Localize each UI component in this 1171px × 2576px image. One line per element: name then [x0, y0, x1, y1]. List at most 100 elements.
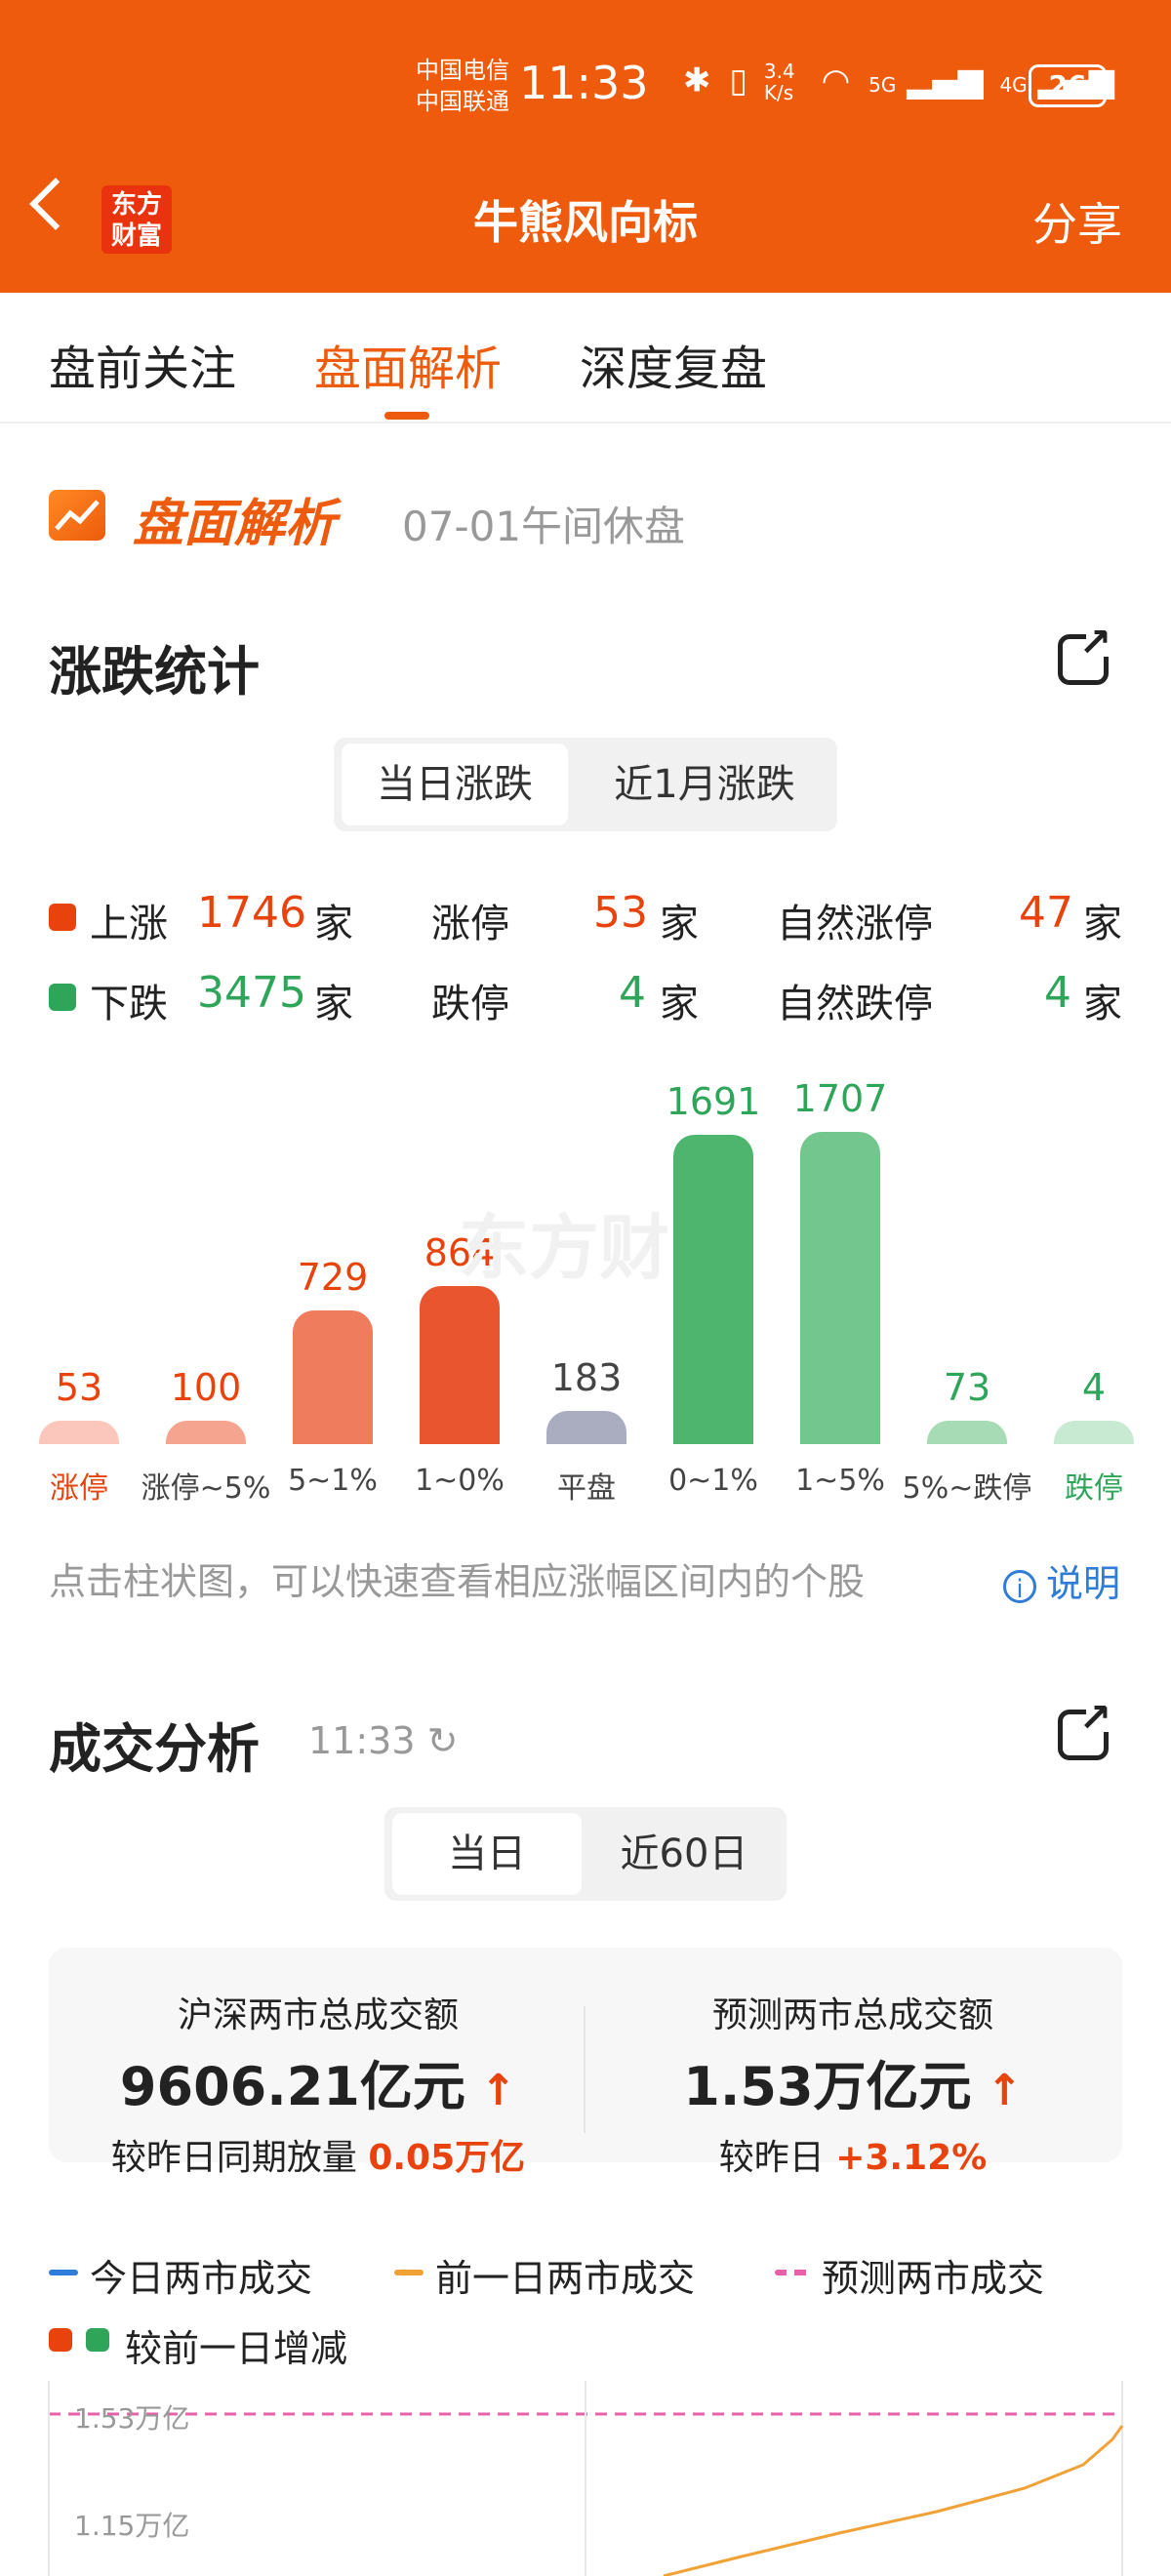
bar-4[interactable]: [546, 1410, 626, 1444]
status-time: 11:33: [519, 57, 649, 109]
legend-green-square: [86, 2328, 109, 2352]
net-speed: 3.4 K/s: [763, 60, 795, 104]
bar-category-6: 1~5%: [795, 1464, 885, 1498]
forecast-volume-sub-value: +3.12%: [835, 2138, 988, 2178]
total-volume-sub: 较昨日同期放量 0.05万亿: [55, 2129, 582, 2180]
limit-up-count: 53: [593, 888, 648, 938]
info-icon: i: [1002, 1569, 1036, 1604]
carrier-1: 中国电信: [416, 57, 509, 84]
tab-indicator: [384, 412, 429, 420]
bar-0[interactable]: [39, 1421, 119, 1444]
forecast-volume-sub-label: 较昨日: [718, 2138, 825, 2178]
bar-value-0: 53: [55, 1366, 103, 1409]
net-4g: 4G: [999, 72, 1028, 97]
bar-value-8: 4: [1081, 1366, 1107, 1409]
fall-count: 3475: [197, 968, 306, 1018]
bar-7[interactable]: [927, 1421, 1007, 1444]
bar-value-7: 73: [943, 1366, 991, 1409]
limit-down-label: 跌停: [431, 982, 509, 1026]
limit-down-unit: 家: [660, 982, 699, 1026]
bar-8[interactable]: [1054, 1421, 1134, 1444]
seg-day[interactable]: 当日: [392, 1813, 582, 1895]
up-arrow-icon-2: ↑: [971, 2066, 1023, 2115]
legend-prev-line: [394, 2270, 424, 2275]
legend-forecast-line: [775, 2270, 808, 2275]
explain-button[interactable]: i 说明: [1002, 1553, 1120, 1607]
bar-5[interactable]: [673, 1134, 753, 1444]
natural-limit-down-count: 4: [1044, 968, 1071, 1018]
bar-value-3: 864: [424, 1231, 496, 1275]
bar-1[interactable]: [166, 1421, 246, 1444]
refresh-icon[interactable]: ↻: [426, 1719, 459, 1762]
net-5g: 5G: [868, 72, 897, 97]
volume-box: [49, 1948, 1122, 2162]
forecast-volume-sub: 较昨日 +3.12%: [589, 2129, 1116, 2180]
bar-category-5: 0~1%: [668, 1464, 758, 1498]
tab-analysis[interactable]: 盘面解析: [314, 342, 503, 396]
bar-6[interactable]: [800, 1132, 880, 1444]
volume-time-text: 11:33: [308, 1719, 416, 1762]
battery-icon: 26: [1029, 64, 1113, 107]
bar-value-6: 1707: [792, 1077, 888, 1120]
tab-bar: [0, 293, 1171, 423]
rise-fall-title: 涨跌统计: [49, 641, 260, 703]
seg-today[interactable]: 当日涨跌: [342, 744, 568, 825]
bar-value-4: 183: [550, 1355, 623, 1399]
volume-line-chart[interactable]: 1.53万亿 1.15万亿: [39, 2381, 1132, 2576]
bar-category-2: 5~1%: [288, 1464, 378, 1498]
explain-label: 说明: [1045, 1562, 1120, 1605]
section-brand: 盘面解析: [133, 495, 337, 553]
app-logo-text: 东方财富: [110, 190, 162, 251]
legend-forecast: 预测两市成交: [822, 2257, 1045, 2300]
external-link-icon[interactable]: [1058, 622, 1111, 685]
forecast-volume-value: 1.53万亿元 ↑: [589, 2043, 1116, 2120]
up-arrow-icon: ↑: [464, 2066, 517, 2115]
external-link-icon-2[interactable]: [1058, 1697, 1111, 1760]
volume-divider: [584, 2006, 586, 2133]
bar-category-0: 涨停: [50, 1471, 108, 1506]
seg-60day[interactable]: 近60日: [620, 1831, 748, 1876]
natural-limit-up-count: 47: [1019, 888, 1073, 938]
total-volume-sub-value: 0.05万亿: [368, 2138, 526, 2178]
watermark: 东方财: [459, 1207, 670, 1289]
total-volume-value: 9606.21亿元 ↑: [55, 2043, 582, 2120]
forecast-volume-title: 预测两市总成交额: [711, 1995, 993, 2035]
bar-category-1: 涨停~5%: [141, 1471, 271, 1506]
natural-limit-down-unit: 家: [1083, 982, 1122, 1026]
rise-count: 1746: [197, 888, 306, 938]
fall-dot: [49, 984, 76, 1011]
chart-hint: 点击柱状图，可以快速查看相应涨幅区间内的个股: [49, 1560, 866, 1603]
legend-red-square: [49, 2328, 72, 2352]
rise-unit: 家: [314, 902, 353, 946]
ytick-2: 1.15万亿: [74, 2510, 189, 2542]
tab-premarket[interactable]: 盘前关注: [49, 342, 237, 396]
fall-unit: 家: [314, 982, 353, 1026]
share-button[interactable]: 分享: [1032, 198, 1122, 251]
limit-up-unit: 家: [660, 902, 699, 946]
status-icons: ✱ ▯ 3.4 K/s ◠ 5G ▂▄▆ 4G ▂▄▆: [683, 60, 1114, 103]
total-volume-sub-label: 较昨日同期放量: [110, 2138, 357, 2178]
carrier-2: 中国联通: [416, 88, 509, 115]
total-volume-title: 沪深两市总成交额: [177, 1995, 459, 2035]
natural-limit-up-label: 自然涨停: [777, 902, 933, 946]
volume-time: 11:33 ↻: [308, 1719, 458, 1762]
bar-3[interactable]: [420, 1286, 500, 1444]
volume-title: 成交分析: [49, 1718, 260, 1780]
page-title: 牛熊风向标: [473, 196, 698, 249]
bar-category-4: 平盘: [557, 1471, 616, 1506]
bar-value-2: 729: [297, 1256, 369, 1300]
vibrate-icon: ▯: [729, 60, 748, 101]
tab-review[interactable]: 深度复盘: [580, 342, 768, 396]
total-volume-text: 9606.21亿元: [119, 2056, 465, 2117]
app-logo: 东方财富: [101, 185, 172, 254]
bar-category-7: 5%~跌停: [902, 1471, 1032, 1506]
legend-today: 今日两市成交: [90, 2257, 313, 2300]
carrier-info: 中国电信 中国联通: [416, 55, 509, 117]
seg-month[interactable]: 近1月涨跌: [614, 762, 795, 807]
trend-icon: [49, 490, 105, 541]
limit-down-count: 4: [619, 968, 646, 1018]
legend-today-line: [49, 2270, 78, 2275]
bar-value-5: 1691: [666, 1079, 761, 1123]
bar-2[interactable]: [293, 1310, 373, 1444]
natural-limit-up-unit: 家: [1083, 902, 1122, 946]
